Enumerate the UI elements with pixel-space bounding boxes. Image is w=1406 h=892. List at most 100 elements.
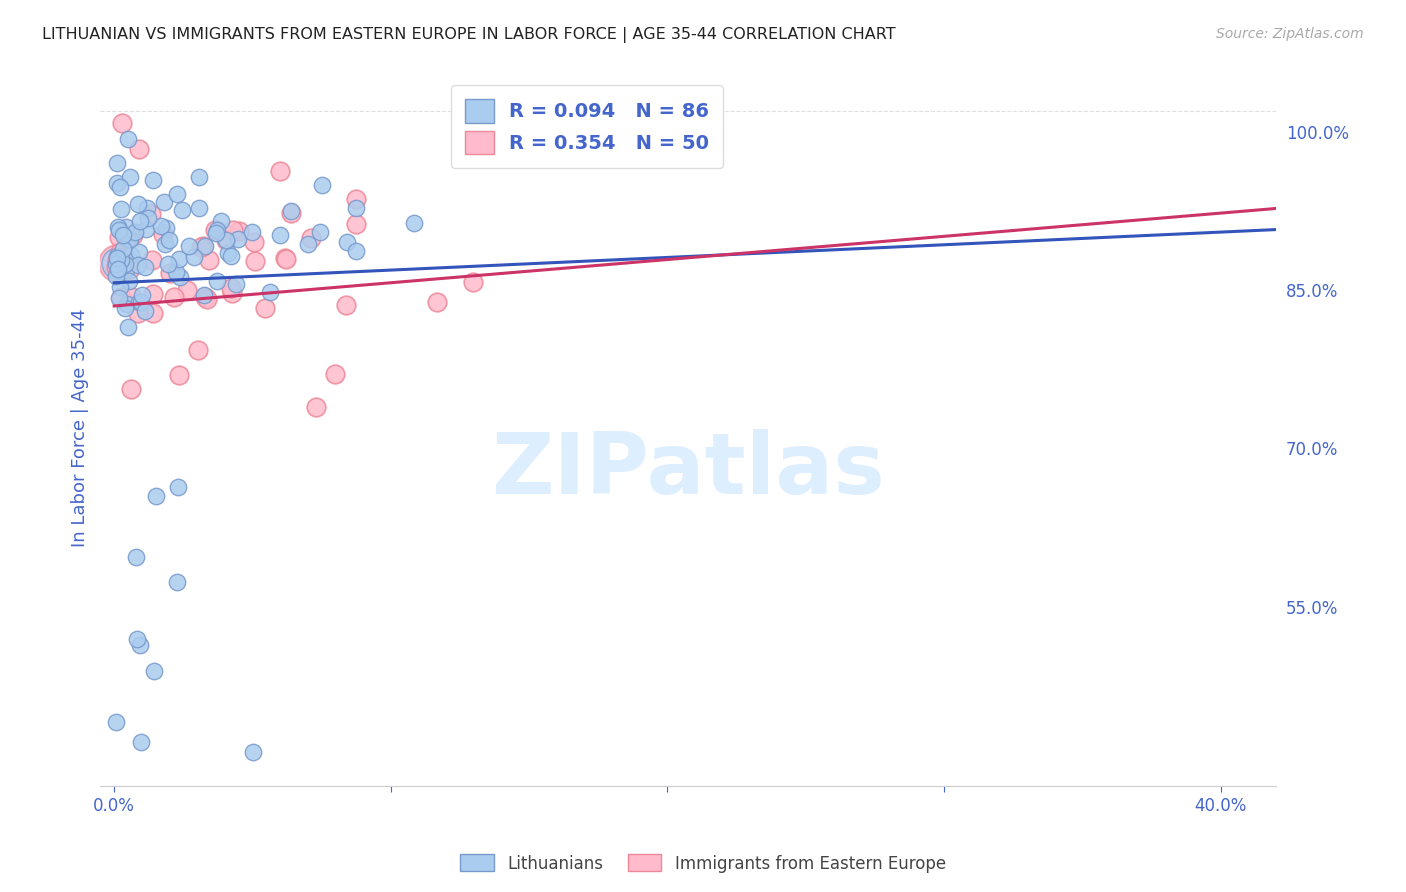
- Point: [117, 233, 139, 247]
- Point: [344, 244, 367, 258]
- Point: [195, 292, 218, 306]
- Point: [127, 258, 149, 272]
- Point: [228, 224, 250, 238]
- Point: [111, 227, 134, 242]
- Point: [117, 232, 139, 246]
- Point: [304, 401, 326, 415]
- Point: [166, 574, 188, 589]
- Point: [104, 268, 127, 283]
- Point: [110, 244, 132, 259]
- Point: [157, 233, 180, 247]
- Point: [105, 156, 128, 170]
- Point: [259, 285, 281, 299]
- Point: [120, 382, 142, 396]
- Text: ZIPatlas: ZIPatlas: [491, 429, 886, 512]
- Point: [179, 239, 201, 253]
- Point: [166, 480, 188, 494]
- Point: [336, 235, 359, 250]
- Point: [150, 219, 173, 233]
- Point: [117, 319, 139, 334]
- Point: [170, 202, 193, 217]
- Point: [115, 263, 138, 277]
- Point: [135, 202, 157, 216]
- Point: [165, 265, 187, 279]
- Point: [276, 252, 298, 266]
- Point: [105, 253, 128, 268]
- Text: Source: ZipAtlas.com: Source: ZipAtlas.com: [1216, 27, 1364, 41]
- Point: [127, 197, 149, 211]
- Point: [242, 746, 264, 760]
- Point: [129, 213, 152, 227]
- Point: [145, 490, 167, 504]
- Point: [169, 269, 191, 284]
- Point: [122, 227, 145, 242]
- Point: [219, 249, 242, 263]
- Point: [105, 260, 128, 274]
- Point: [142, 306, 165, 320]
- Point: [207, 223, 229, 237]
- Point: [115, 297, 138, 311]
- Point: [111, 254, 134, 268]
- Point: [143, 664, 166, 678]
- Point: [344, 217, 367, 231]
- Point: [108, 246, 131, 260]
- Point: [308, 225, 330, 239]
- Point: [105, 256, 128, 270]
- Point: [107, 220, 129, 235]
- Point: [121, 290, 143, 304]
- Point: [190, 240, 212, 254]
- Point: [118, 274, 141, 288]
- Point: [107, 250, 129, 264]
- Point: [205, 275, 228, 289]
- Point: [193, 287, 215, 301]
- Point: [243, 254, 266, 268]
- Point: [253, 301, 276, 315]
- Point: [108, 223, 131, 237]
- Point: [222, 222, 245, 236]
- Point: [110, 202, 132, 217]
- Point: [346, 201, 368, 215]
- Point: [183, 250, 205, 264]
- Point: [176, 283, 198, 297]
- Text: LITHUANIAN VS IMMIGRANTS FROM EASTERN EUROPE IN LABOR FORCE | AGE 35-44 CORRELAT: LITHUANIAN VS IMMIGRANTS FROM EASTERN EU…: [42, 27, 896, 43]
- Point: [323, 368, 346, 382]
- Point: [115, 220, 138, 235]
- Point: [124, 225, 146, 239]
- Y-axis label: In Labor Force | Age 35-44: In Labor Force | Age 35-44: [72, 308, 89, 547]
- Point: [139, 207, 162, 221]
- Point: [311, 178, 333, 193]
- Point: [110, 290, 132, 304]
- Point: [107, 262, 129, 277]
- Point: [129, 638, 152, 652]
- Point: [346, 193, 368, 207]
- Point: [335, 298, 357, 312]
- Point: [153, 236, 176, 251]
- Point: [117, 131, 139, 145]
- Point: [110, 253, 132, 268]
- Point: [112, 243, 135, 257]
- Point: [108, 180, 131, 194]
- Point: [107, 292, 129, 306]
- Point: [299, 231, 322, 245]
- Point: [217, 245, 239, 260]
- Point: [128, 295, 150, 310]
- Point: [221, 286, 243, 301]
- Point: [188, 202, 211, 216]
- Point: [274, 252, 297, 266]
- Point: [105, 252, 128, 266]
- Point: [280, 206, 302, 220]
- Point: [269, 163, 291, 178]
- Point: [166, 187, 188, 202]
- Point: [280, 203, 302, 218]
- Point: [153, 194, 176, 209]
- Point: [191, 238, 214, 252]
- Point: [107, 230, 129, 244]
- Point: [131, 734, 153, 748]
- Point: [159, 267, 181, 281]
- Point: [135, 221, 157, 235]
- Point: [209, 214, 232, 228]
- Point: [108, 280, 131, 294]
- Point: [127, 305, 149, 319]
- Point: [105, 256, 128, 270]
- Point: [461, 275, 484, 289]
